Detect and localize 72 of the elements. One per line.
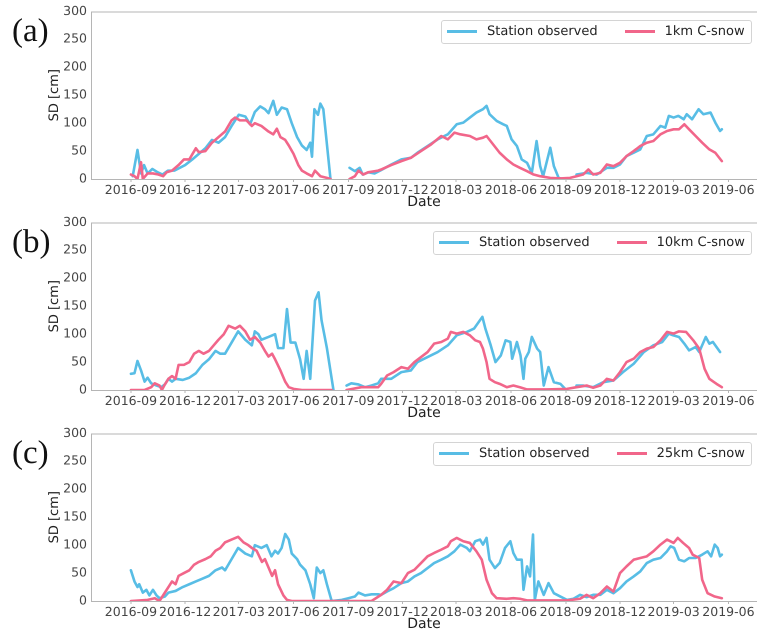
y-tick-label: 150 [63, 508, 88, 524]
x-axis-title: Date [407, 616, 441, 632]
legend-label: 10km C-snow [656, 235, 745, 250]
y-tick-label: 100 [63, 325, 88, 340]
x-tick-label: 2017-09 [322, 392, 375, 408]
x-axis-title: Date [407, 405, 441, 422]
y-tick-label: 50 [71, 353, 88, 368]
y-tick-label: 250 [63, 242, 88, 257]
x-tick-label: 2016-09 [104, 182, 158, 197]
y-tick-label: 0 [79, 381, 88, 396]
x-tick-label: 2019-03 [647, 604, 700, 619]
y-tick-label: 150 [63, 298, 88, 312]
x-tick-label: 2019-03 [647, 182, 700, 197]
legend-label: Station observed [479, 235, 590, 250]
y-tick-label: 250 [63, 30, 88, 46]
x-tick-label: 2018-09 [540, 182, 592, 197]
y-axis-title: SD [cm] [47, 491, 62, 544]
y-tick-label: 0 [79, 592, 88, 608]
x-tick-label: 2018-03 [430, 392, 482, 408]
legend-label: 1km C-snow [664, 24, 745, 39]
chart-title: (a) [12, 13, 49, 49]
x-tick-label: 2018-12 [594, 182, 646, 197]
x-tick-label: 2018-09 [540, 392, 592, 408]
x-tick-label: 2018-06 [484, 182, 538, 197]
x-tick-label: 2017-09 [322, 182, 375, 197]
x-tick-label: 2018-12 [594, 392, 646, 408]
x-tick-label: 2016-12 [159, 392, 212, 408]
y-tick-label: 200 [63, 480, 88, 496]
x-tick-label: 2019-06 [702, 392, 755, 408]
x-tick-label: 2016-12 [159, 604, 212, 619]
y-tick-label: 300 [63, 214, 88, 229]
x-tick-label: 2019-06 [702, 182, 755, 197]
x-tick-label: 2018-12 [594, 604, 646, 619]
x-tick-label: 2017-12 [376, 182, 429, 197]
x-tick-label: 2017-03 [212, 392, 265, 408]
chart-title: (c) [12, 435, 49, 471]
y-tick-label: 200 [63, 270, 88, 285]
y-tick-label: 300 [63, 424, 88, 440]
y-tick-label: 250 [63, 452, 88, 468]
y-tick-label: 200 [63, 58, 88, 74]
y-axis-title: SD [cm] [47, 280, 62, 332]
y-tick-label: 50 [71, 564, 88, 580]
chart-title: (b) [12, 224, 50, 260]
x-tick-label: 2016-09 [104, 604, 158, 619]
x-tick-label: 2017-09 [322, 604, 375, 619]
legend-label: 25km C-snow [656, 446, 745, 461]
y-tick-label: 50 [71, 142, 88, 158]
legend-label: Station observed [487, 24, 598, 39]
y-tick-label: 150 [63, 86, 88, 102]
y-axis-title: SD [cm] [47, 69, 62, 122]
x-tick-label: 2017-12 [376, 392, 429, 408]
x-tick-label: 2016-12 [159, 182, 212, 197]
y-tick-label: 300 [63, 2, 88, 18]
x-tick-label: 2017-06 [267, 182, 320, 197]
x-tick-label: 2016-09 [104, 392, 158, 408]
x-tick-label: 2018-03 [430, 604, 482, 619]
x-tick-label: 2018-09 [540, 604, 592, 619]
x-tick-label: 2019-06 [702, 604, 755, 619]
y-tick-label: 0 [79, 170, 88, 186]
y-tick-label: 100 [63, 114, 88, 130]
x-tick-label: 2017-06 [267, 392, 320, 408]
x-tick-label: 2019-03 [647, 392, 700, 408]
x-tick-label: 2018-06 [484, 392, 538, 408]
x-tick-label: 2018-03 [430, 182, 482, 197]
x-tick-label: 2018-06 [484, 604, 538, 619]
legend-label: Station observed [479, 446, 590, 461]
x-axis-title: Date [407, 194, 441, 210]
x-tick-label: 2017-03 [212, 604, 265, 619]
x-tick-label: 2017-06 [267, 604, 320, 619]
x-tick-label: 2017-03 [212, 182, 265, 197]
x-tick-label: 2017-12 [376, 604, 429, 619]
y-tick-label: 100 [63, 536, 88, 552]
